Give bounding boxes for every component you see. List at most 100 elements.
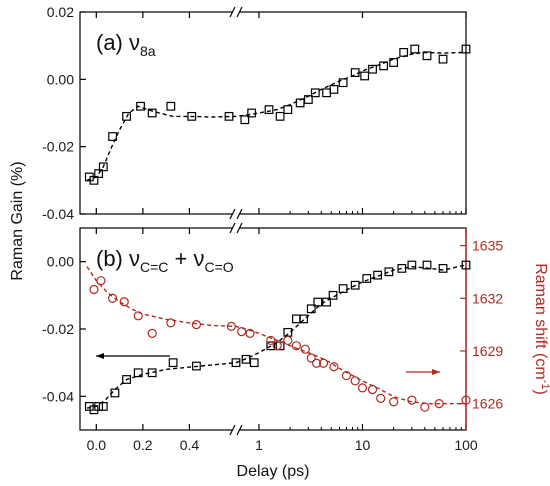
- data-point-circle: [300, 344, 310, 354]
- right-y-tick-label: 1635: [472, 238, 503, 254]
- data-point-square: [98, 162, 108, 172]
- panel-label-text: + ν: [168, 246, 204, 271]
- data-point-square: [136, 101, 145, 111]
- data-point-square: [360, 71, 370, 81]
- data-point-circle: [272, 341, 282, 351]
- data-point-square: [98, 402, 108, 411]
- axis-break-mark: [229, 208, 236, 220]
- fit-line-1: [86, 264, 467, 409]
- data-point-square: [133, 368, 143, 378]
- data-point-circle: [291, 341, 302, 351]
- data-point-circle: [166, 318, 176, 328]
- data-point-square: [249, 358, 259, 368]
- data-point-square: [275, 341, 285, 351]
- indicator-arrowhead-right: [432, 369, 440, 375]
- data-point-square: [108, 132, 117, 141]
- right-y-axis-title: Raman shift (cm-1): [532, 263, 550, 395]
- data-point-square: [329, 85, 339, 94]
- axis-break-mark: [229, 222, 236, 234]
- data-point-circle: [311, 358, 322, 368]
- data-point-square: [166, 101, 176, 111]
- data-point-circle: [306, 353, 316, 363]
- shared-axis-elements: 0.0 0.2 0.4 1 10 100 Delay (ps) Raman Gain (%) R…: [9, 161, 550, 480]
- data-point-circle: [191, 320, 202, 330]
- data-point-square: [310, 88, 320, 98]
- axis-break-gap: [233, 428, 239, 432]
- y-tick-label: 0.02: [47, 4, 74, 20]
- x-tick-label: 10: [355, 437, 371, 453]
- y-tick-label: 0.00: [47, 254, 74, 270]
- panel-label-subscript: C=O: [204, 259, 233, 275]
- panel-label-subscript: C=C: [140, 259, 168, 275]
- data-point-circle: [147, 328, 157, 338]
- data-point-square: [438, 264, 448, 273]
- right-y-tick-label: 1626: [472, 396, 503, 412]
- x-tick-label: 0.0: [87, 437, 107, 453]
- data-point-circle: [245, 328, 255, 338]
- x-tick-label: 0.4: [180, 437, 200, 453]
- right-y-axis-title-end: ): [532, 389, 549, 394]
- data-point-square: [322, 88, 331, 98]
- data-point-circle: [420, 402, 430, 412]
- data-point-square: [147, 108, 157, 118]
- x-tick-label: 0.2: [133, 437, 153, 453]
- panel-label-subscript: 8a: [140, 43, 156, 59]
- axis-break-mark: [236, 222, 243, 234]
- axis-break-gap: [233, 226, 239, 230]
- right-y-tick-label: 1629: [472, 343, 503, 359]
- right-y-tick-label: 1632: [472, 290, 503, 306]
- data-point-square: [407, 260, 417, 270]
- y-axis-title: Raman Gain (%): [9, 161, 26, 280]
- data-point-circle: [266, 335, 276, 346]
- data-point-square: [313, 297, 323, 307]
- data-point-square: [410, 44, 420, 54]
- axis-break-mark: [236, 6, 243, 18]
- data-point-circle: [376, 393, 386, 403]
- data-point-circle: [119, 297, 129, 307]
- data-point-square: [94, 169, 104, 179]
- data-point-square: [299, 314, 309, 324]
- data-point-square: [461, 260, 471, 270]
- axis-break-gap: [233, 212, 239, 216]
- fit-line-1: [86, 51, 467, 181]
- data-point-square: [422, 260, 432, 270]
- data-point-square: [275, 111, 285, 121]
- indicator-arrowhead-left: [96, 353, 104, 359]
- y-tick-label: -0.04: [42, 206, 74, 222]
- data-point-square: [192, 361, 201, 371]
- axis-break-mark: [236, 424, 243, 436]
- panel-b: 0.00 -0.02 -0.04 1635 1632 1629 1626 (b) νC=C +…: [42, 222, 503, 436]
- data-point-circle: [133, 311, 143, 321]
- right-y-axis-title-text: Raman shift (cm: [532, 263, 549, 379]
- data-point-circle: [367, 385, 378, 395]
- data-point-square: [389, 58, 399, 67]
- y-tick-label: -0.04: [42, 388, 74, 404]
- data-point-square: [187, 111, 197, 121]
- fit-line-3: [86, 266, 466, 405]
- data-point-circle: [107, 293, 118, 303]
- data-point-square: [122, 111, 131, 121]
- data-point-circle: [389, 397, 399, 407]
- data-point-circle: [350, 376, 360, 386]
- data-point-square: [292, 314, 301, 324]
- panel-a: 0.02 0.00 -0.02 -0.04 (a) ν8a: [42, 4, 471, 222]
- panel-label: (a) ν8a: [96, 30, 156, 59]
- y-tick-label: -0.02: [42, 139, 74, 155]
- y-tick-label: -0.02: [42, 321, 74, 337]
- data-point-square: [168, 358, 178, 368]
- plot-frame: [79, 11, 467, 215]
- data-point-square: [362, 274, 372, 283]
- data-point-square: [89, 175, 99, 185]
- y-tick-label: 0.00: [47, 71, 74, 87]
- axis-break-mark: [236, 208, 243, 220]
- data-point-circle: [329, 362, 339, 372]
- data-point-square: [379, 61, 389, 71]
- right-y-axis-title-sup: -1: [539, 380, 550, 390]
- axis-break-mark: [229, 424, 236, 436]
- panel-label: (b) νC=C + νC=O: [96, 246, 234, 275]
- data-point-circle: [89, 284, 99, 295]
- panel-label-text: (b) ν: [96, 246, 140, 271]
- data-point-circle: [283, 335, 293, 346]
- data-point-square: [264, 105, 274, 115]
